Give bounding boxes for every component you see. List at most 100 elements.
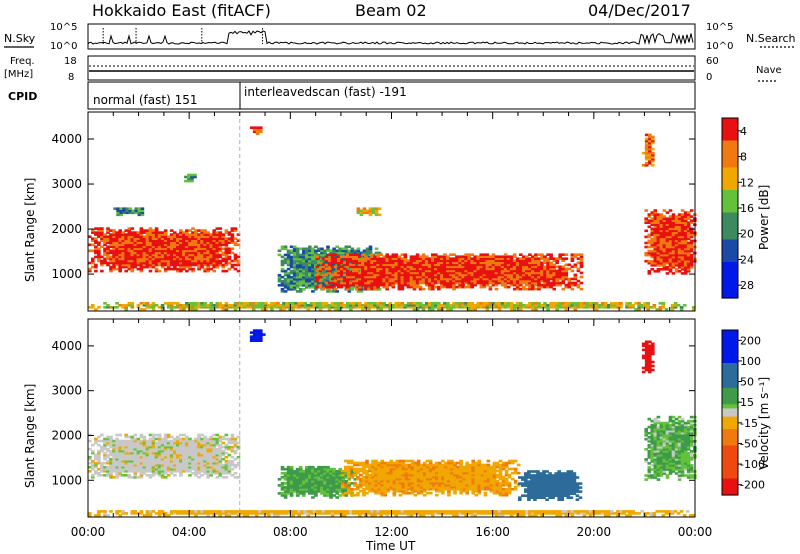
heatmap-cell xyxy=(176,457,180,461)
heatmap-cell xyxy=(230,247,235,251)
heatmap-cell xyxy=(103,445,107,449)
heatmap-cell xyxy=(209,463,213,467)
heatmap-cell xyxy=(677,229,682,233)
heatmap-cell xyxy=(298,290,303,293)
heatmap-cell xyxy=(91,443,95,447)
heatmap-cell xyxy=(376,255,380,258)
heatmap-cell xyxy=(169,461,174,465)
heatmap-cell xyxy=(377,251,382,255)
heatmap-cell xyxy=(549,267,553,271)
heatmap-cell xyxy=(525,306,529,309)
heatmap-cell xyxy=(112,259,116,263)
heatmap-cell xyxy=(661,302,666,305)
heatmap-cell xyxy=(311,290,315,293)
power-xticks xyxy=(87,112,696,311)
heatmap-cell xyxy=(230,229,235,232)
heatmap-cell xyxy=(522,304,526,307)
heatmap-cell xyxy=(212,231,216,234)
heatmap-cell xyxy=(415,261,420,265)
heatmap-cell xyxy=(415,257,420,260)
heatmap-cell xyxy=(182,243,186,247)
heatmap-cell xyxy=(440,267,444,271)
colorbar-cell xyxy=(722,212,738,218)
heatmap-cell xyxy=(221,445,226,449)
heatmap-cell xyxy=(367,287,371,291)
heatmap-cell xyxy=(686,243,691,247)
heatmap-cell xyxy=(531,281,535,285)
heatmap-cell xyxy=(190,177,194,181)
heatmap-cell xyxy=(289,282,294,285)
heatmap-cell xyxy=(540,253,544,256)
heatmap-cell xyxy=(643,302,647,305)
heatmap-cell xyxy=(185,255,189,259)
heatmap-cell xyxy=(194,459,198,463)
heatmap-cell xyxy=(647,233,652,237)
heatmap-cell xyxy=(482,306,487,309)
heatmap-cell xyxy=(680,237,685,241)
heatmap-cell xyxy=(540,277,544,281)
heatmap-cell xyxy=(512,308,517,311)
heatmap-cell xyxy=(373,275,377,279)
heatmap-cell xyxy=(324,267,329,271)
heatmap-cell xyxy=(346,277,350,281)
heatmap-cell xyxy=(458,306,462,309)
heatmap-cell xyxy=(163,447,168,451)
heatmap-cell xyxy=(124,455,128,459)
heatmap-cell xyxy=(488,271,493,275)
heatmap-cell xyxy=(227,437,232,441)
heatmap-cell xyxy=(373,267,377,271)
colorbar-cell xyxy=(722,239,738,245)
heatmap-cell xyxy=(309,304,314,307)
heatmap-cell xyxy=(121,453,125,457)
heatmap-cell xyxy=(573,283,578,287)
heatmap-cell xyxy=(597,306,602,309)
heatmap-cell xyxy=(350,249,355,253)
heatmap-cell xyxy=(160,474,165,477)
heatmap-cell xyxy=(327,285,332,289)
heatmap-cell xyxy=(139,455,144,459)
heatmap-cell xyxy=(349,275,353,279)
heatmap-cell xyxy=(525,273,529,277)
heatmap-cell xyxy=(166,463,171,467)
heatmap-cell xyxy=(259,329,263,332)
heatmap-cell xyxy=(494,281,499,285)
heatmap-cell xyxy=(136,445,141,449)
heatmap-cell xyxy=(191,239,195,242)
heatmap-cell xyxy=(327,259,332,262)
heatmap-cell xyxy=(656,243,661,247)
heatmap-cell xyxy=(118,445,122,449)
heatmap-cell xyxy=(221,435,226,439)
heatmap-cell xyxy=(136,237,141,240)
heatmap-cell xyxy=(680,266,685,269)
heatmap-cell xyxy=(160,249,165,253)
heatmap-cell xyxy=(163,259,168,263)
heatmap-cell xyxy=(644,209,648,212)
heatmap-cell xyxy=(115,457,119,461)
heatmap-cell xyxy=(338,251,342,255)
heatmap-cell xyxy=(242,304,247,307)
heatmap-cell xyxy=(555,257,559,260)
heatmap-cell xyxy=(686,217,691,220)
heatmap-cell xyxy=(455,265,459,269)
heatmap-cell xyxy=(671,237,676,241)
heatmap-cell xyxy=(145,259,150,263)
heatmap-cell xyxy=(537,304,541,307)
heatmap-cell xyxy=(476,304,481,307)
heatmap-cell xyxy=(176,437,180,441)
heatmap-cell xyxy=(650,227,655,231)
heatmap-cell xyxy=(355,304,359,307)
heatmap-cell xyxy=(686,221,691,224)
heatmap-cell xyxy=(185,302,189,305)
heatmap-cell xyxy=(373,304,377,307)
heatmap-cell xyxy=(412,285,417,289)
heatmap-cell xyxy=(298,267,303,271)
heatmap-cell xyxy=(200,451,204,455)
heatmap-cell xyxy=(382,273,386,277)
heatmap-cell xyxy=(692,308,696,311)
heatmap-cell xyxy=(163,267,168,271)
heatmap-cell xyxy=(382,277,386,281)
heatmap-cell xyxy=(434,279,438,283)
heatmap-cell xyxy=(332,267,336,271)
heatmap-cell xyxy=(479,265,484,269)
